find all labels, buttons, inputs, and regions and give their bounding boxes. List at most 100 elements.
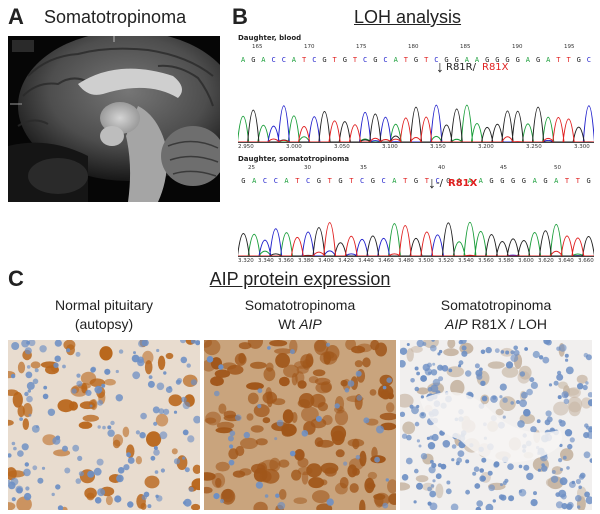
trace1-axis: 2.950 3.000 3.050 3.100 3.150 3.200 3.25… [238, 142, 594, 153]
axis-tick: 3.520 [438, 258, 454, 264]
nucleus [229, 444, 234, 449]
nucleus [123, 464, 130, 471]
nucleus [498, 494, 505, 500]
stained-cell [171, 448, 178, 455]
trace2-axis: 3.320 3.340 3.360 3.380 3.400 3.420 3.44… [238, 256, 594, 267]
stained-cell [371, 446, 378, 460]
stained-cell [388, 493, 396, 505]
micrograph-r81x-loh [400, 340, 592, 510]
stained-cell [443, 348, 459, 357]
nucleus [168, 386, 172, 389]
stained-cell [88, 399, 97, 410]
base-call-letter: G [241, 177, 245, 185]
nucleus [41, 466, 46, 470]
position-label: 195 [564, 44, 575, 50]
nucleus [558, 419, 563, 424]
nucleus [243, 431, 250, 439]
nucleus [355, 370, 362, 377]
nucleus [21, 443, 29, 451]
nucleus [556, 373, 564, 381]
base-call-letter: A [468, 177, 473, 185]
nucleus [405, 457, 413, 465]
nucleus [72, 444, 80, 452]
nucleus [565, 358, 569, 362]
stained-cell [240, 437, 258, 449]
nucleus [492, 395, 497, 400]
stained-cell [306, 463, 322, 478]
stained-cell [380, 422, 396, 431]
column-title-line2: Wt AIP [204, 315, 396, 334]
base-call-letter: A [546, 56, 551, 64]
nucleus [182, 429, 189, 436]
nucleus [406, 434, 412, 441]
stained-cell [191, 503, 200, 510]
nucleus [432, 378, 441, 387]
stained-cell [294, 449, 305, 461]
nucleus [32, 465, 38, 471]
nucleus [180, 340, 186, 344]
nucleus [301, 430, 309, 437]
nucleus [140, 412, 147, 420]
stained-cell [319, 351, 338, 365]
stained-cell [269, 340, 288, 347]
nucleus [485, 346, 492, 354]
trace1-wt-allele: R81R/ [446, 62, 476, 73]
stained-cell [250, 425, 264, 433]
nucleus [481, 457, 487, 463]
stained-cell [247, 392, 259, 405]
column-title-line1: Somatotropinoma [244, 297, 356, 313]
stained-cell [142, 350, 154, 365]
nucleus [550, 475, 559, 483]
base-call-letter: C [274, 177, 278, 185]
nucleus [465, 459, 470, 464]
trace2-chromatogram [236, 184, 595, 257]
base-call-letter: T [404, 56, 409, 64]
nucleus [102, 425, 106, 430]
base-call-letter: C [587, 56, 591, 64]
stained-cell [402, 421, 416, 435]
axis-tick: 3.580 [498, 258, 514, 264]
stained-cell [215, 461, 230, 472]
nucleus [532, 350, 540, 359]
base-call-letter: G [505, 56, 509, 64]
position-label: 25 [248, 165, 255, 171]
nucleus [187, 435, 195, 443]
nucleus [184, 467, 190, 473]
nucleus [499, 395, 503, 399]
nucleus [585, 354, 592, 361]
base-call-letter: G [536, 56, 540, 64]
stained-cell [487, 361, 505, 369]
nucleus [446, 480, 451, 485]
nucleus [584, 423, 589, 428]
nucleus [326, 342, 330, 347]
nucleus [431, 433, 439, 442]
nucleus [62, 445, 68, 452]
stained-cell [301, 406, 319, 423]
stained-cell [104, 378, 116, 386]
nucleus [441, 365, 449, 372]
nucleus [11, 342, 20, 350]
stained-cell [17, 405, 25, 418]
nucleus [343, 461, 348, 466]
nucleus [374, 456, 380, 463]
nucleus [159, 431, 168, 440]
micrograph-normal-pituitary [8, 340, 200, 510]
nucleus [66, 348, 71, 353]
base-call-letter: T [302, 56, 307, 64]
nucleus [8, 479, 11, 484]
nucleus [427, 501, 432, 506]
axis-tick: 3.200 [478, 144, 494, 150]
axis-tick: 3.100 [382, 144, 398, 150]
nucleus [413, 500, 417, 504]
nucleus [235, 414, 242, 421]
nucleus [156, 382, 165, 391]
nucleus [53, 362, 59, 368]
nucleus [213, 493, 220, 500]
nucleus [34, 368, 39, 373]
nucleus [132, 371, 141, 380]
nucleus [553, 380, 559, 386]
stained-cell [400, 393, 414, 408]
base-call-letter: A [526, 56, 531, 64]
nucleus [519, 399, 527, 408]
